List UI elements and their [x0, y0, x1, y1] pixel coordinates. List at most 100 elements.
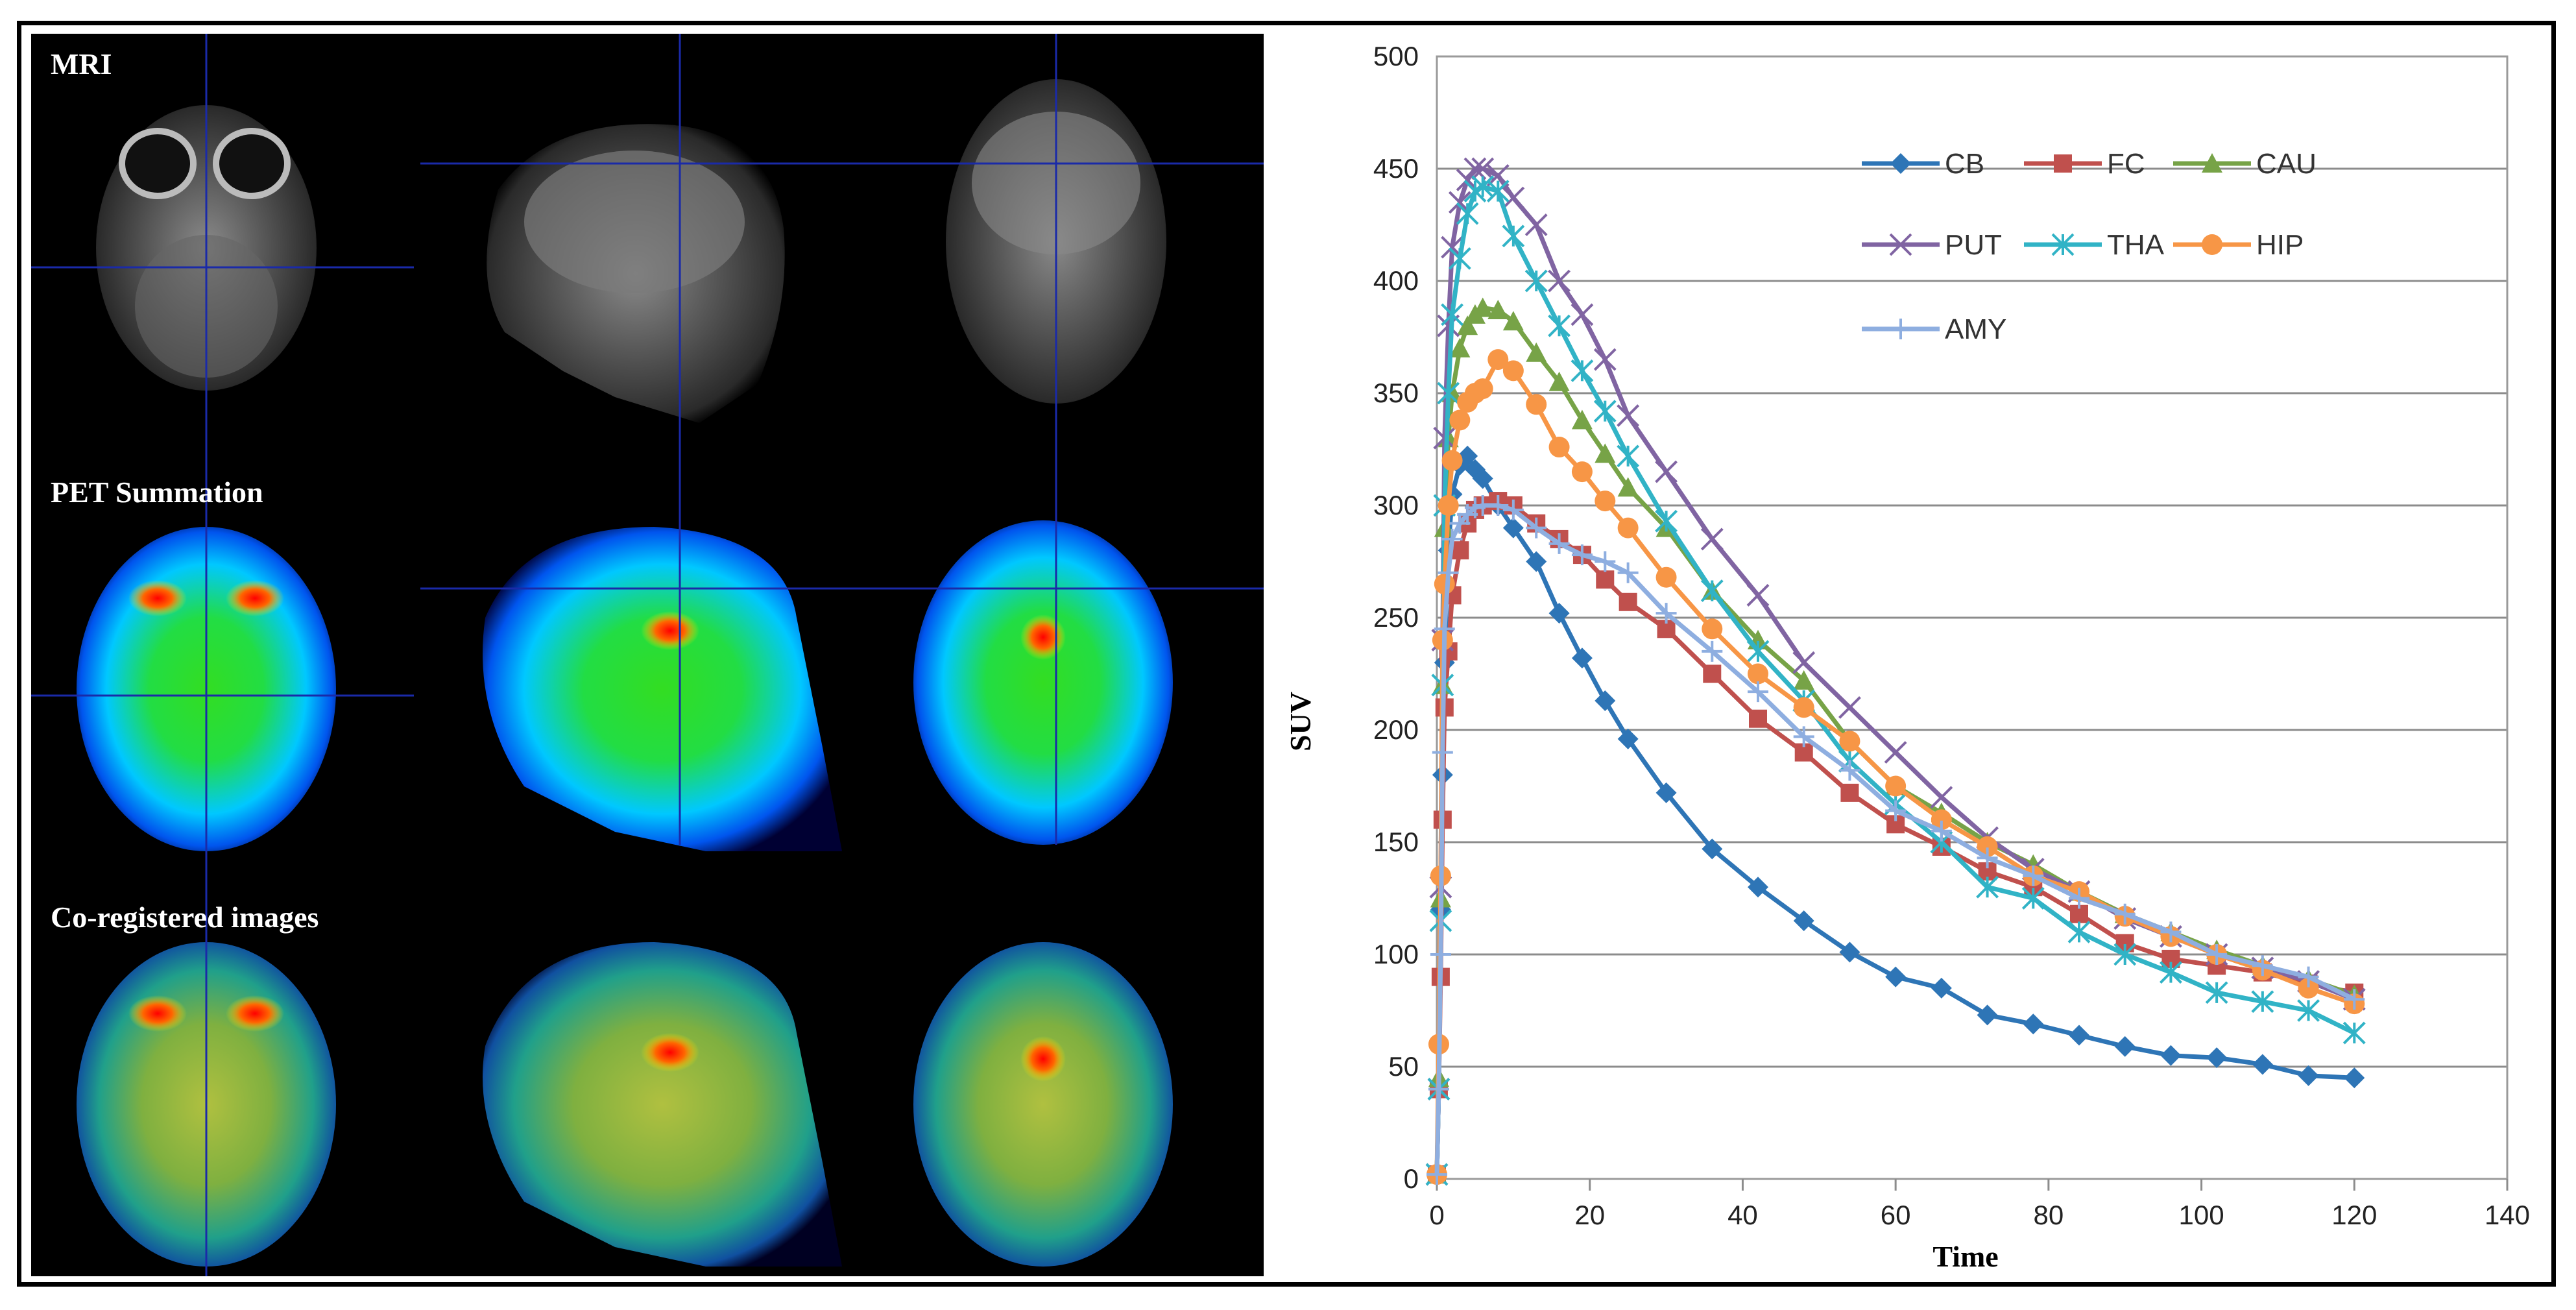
legend-marker	[2202, 234, 2222, 255]
data-point-amy	[2069, 888, 2089, 909]
data-point-fc	[1749, 709, 1767, 728]
data-point-amy	[1434, 618, 1455, 640]
data-point-amy	[2298, 966, 2319, 988]
data-point-amy	[1571, 544, 1593, 566]
series-put	[1425, 157, 2366, 1186]
panel-label-mri: MRI	[51, 47, 112, 80]
panel-label-pet: PET Summation	[51, 476, 263, 509]
x-tick-label: 20	[1574, 1200, 1605, 1230]
legend-label: THA	[2107, 229, 2165, 261]
data-point-cb	[1655, 782, 1677, 803]
data-point-fc	[1840, 783, 1859, 802]
axes: 0 50 100 150 200 250 300 350 400 450 500 0 20 40 60 80 1…	[1373, 41, 2530, 1230]
data-point-cau	[1472, 297, 1493, 317]
data-point-amy	[2344, 989, 2365, 1010]
legend-label: FC	[2107, 148, 2145, 180]
legend-item-put: PUT	[1862, 229, 2002, 261]
data-point-hip	[1571, 461, 1593, 483]
data-point-cb	[1839, 941, 1860, 963]
data-point-tha	[1524, 269, 1548, 293]
legend-marker	[2051, 233, 2075, 256]
data-point-hip	[1617, 517, 1639, 539]
legend-item-fc: FC	[2024, 148, 2145, 180]
data-point-cb	[1571, 648, 1593, 669]
data-point-tha	[1486, 180, 1510, 203]
data-point-hip	[1487, 349, 1509, 370]
legend-label: CAU	[2256, 148, 2317, 180]
data-point-cb	[2298, 1065, 2319, 1086]
data-point-hip	[2298, 977, 2319, 999]
data-point-cb	[2069, 1025, 2089, 1046]
data-point-cau	[1571, 409, 1593, 430]
x-tick-label: 60	[1881, 1200, 1911, 1230]
data-point-hip	[1839, 731, 1860, 752]
data-point-hip	[1885, 775, 1907, 797]
data-point-cb	[1472, 468, 1493, 489]
data-point-cau	[1449, 337, 1471, 358]
brain-images	[31, 34, 1264, 1276]
data-point-cb	[1617, 728, 1639, 749]
brain-image-mosaic: MRI PET Summation Co-registered images	[31, 34, 1264, 1276]
data-point-amy	[1428, 1078, 1449, 1100]
pet-coronal	[913, 520, 1173, 845]
data-point-tha	[2021, 887, 2045, 910]
data-point-tha	[1448, 247, 1471, 270]
data-point-amy	[1441, 528, 1463, 550]
data-point-put	[1524, 213, 1548, 236]
chart-svg: 0 50 100 150 200 250 300 350 400 450 500 0 20 40 60 80 1…	[1284, 41, 2530, 1273]
data-point-amy	[1748, 681, 1768, 703]
data-point-amy	[1432, 742, 1453, 763]
x-tick-label: 80	[2033, 1200, 2064, 1230]
data-point-put	[1617, 404, 1640, 428]
data-point-cb	[1595, 690, 1616, 712]
legend-item-cau: CAU	[2173, 148, 2317, 180]
data-point-tha	[2160, 961, 2182, 984]
data-point-tha	[2113, 943, 2137, 966]
data-point-cb	[1526, 551, 1547, 572]
data-point-put	[1700, 528, 1724, 551]
legend-marker	[2202, 153, 2222, 173]
data-point-put	[1792, 651, 1816, 674]
y-tick-label: 150	[1373, 827, 1419, 857]
data-point-hip	[1472, 378, 1493, 400]
data-point-cau	[1502, 311, 1524, 331]
data-point-tha	[1700, 579, 1724, 602]
data-point-amy	[1931, 820, 1952, 842]
x-tick-label: 0	[1429, 1200, 1444, 1230]
data-point-put	[1746, 583, 1770, 607]
data-point-hip	[1526, 394, 1547, 415]
data-point-cb	[1548, 603, 1570, 624]
data-point-cb	[1748, 877, 1768, 898]
y-tick-label: 500	[1373, 41, 1419, 71]
legend: CB FC CAU PUT THA HIP AMY	[1862, 148, 2317, 345]
data-point-put	[1930, 786, 1953, 809]
data-point-amy	[2023, 865, 2044, 886]
series-fc	[1428, 492, 2364, 1184]
data-point-cb	[1977, 1004, 1998, 1026]
series-tha	[1425, 175, 2366, 1186]
data-point-tha	[1471, 175, 1495, 199]
data-point-cb	[2206, 1047, 2228, 1069]
y-tick-label: 350	[1373, 378, 1419, 408]
data-point-amy	[1839, 760, 1860, 781]
data-point-tha	[2067, 920, 2091, 943]
legend-marker	[1890, 153, 1911, 174]
coreg-sagittal	[483, 942, 842, 1267]
legend-item-tha: THA	[2024, 229, 2165, 261]
data-point-amy	[2114, 903, 2136, 925]
series-cau	[1426, 297, 2365, 1184]
legend-item-amy: AMY	[1862, 313, 2006, 345]
data-point-put	[1571, 303, 1594, 326]
data-point-put	[1463, 157, 1487, 180]
data-point-tha	[1571, 359, 1594, 382]
legend-label: CB	[1945, 148, 1984, 180]
data-point-cau	[1548, 371, 1570, 391]
data-point-amy	[1977, 847, 1998, 869]
data-point-tha	[2342, 1021, 2366, 1045]
legend-label: HIP	[2256, 229, 2304, 261]
y-tick-label: 250	[1373, 602, 1419, 633]
data-point-hip	[1441, 450, 1463, 471]
data-point-cb	[2114, 1036, 2136, 1057]
suv-time-activity-chart: 0 50 100 150 200 250 300 350 400 450 500 0 20 40 60 80 1…	[1271, 34, 2543, 1276]
data-point-tha	[2297, 999, 2320, 1022]
